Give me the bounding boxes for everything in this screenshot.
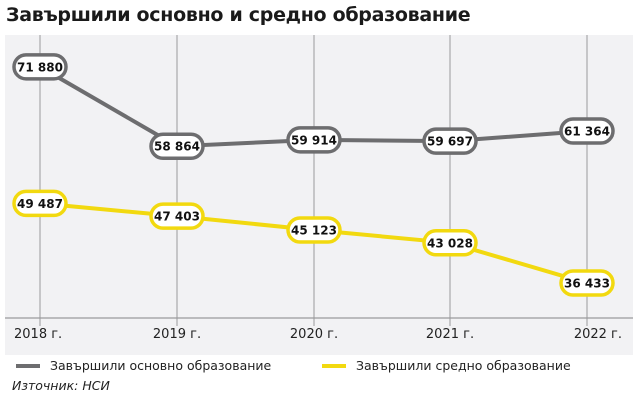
- data-label: 43 028: [427, 236, 473, 250]
- data-label: 59 697: [427, 135, 473, 149]
- data-label: 49 487: [17, 197, 63, 211]
- x-tick-label: 2018 г.: [14, 327, 62, 342]
- legend-item-secondary: Завършили средно образование: [322, 358, 571, 373]
- legend-label-secondary: Завършили средно образование: [356, 358, 571, 373]
- data-point-marker: [422, 229, 478, 257]
- data-point-marker: [286, 216, 342, 244]
- data-label: 61 364: [564, 124, 610, 138]
- data-point-marker: [12, 189, 68, 218]
- data-point-marker: [286, 126, 342, 154]
- x-tick-label: 2020 г.: [290, 327, 338, 342]
- data-point-marker: [149, 132, 205, 160]
- plot-background: [5, 35, 633, 355]
- legend-swatch-secondary: [322, 363, 346, 368]
- legend-label-basic: Завършили основно образование: [50, 358, 272, 373]
- data-label: 47 403: [154, 210, 200, 224]
- data-label: 71 880: [17, 60, 63, 74]
- x-tick-label: 2022 г.: [574, 327, 622, 342]
- data-label: 58 864: [154, 140, 200, 154]
- data-point-marker: [559, 117, 615, 145]
- data-point-marker: [12, 53, 68, 81]
- data-point-marker: [422, 127, 478, 155]
- data-point-marker: [149, 202, 205, 230]
- data-point-marker: [559, 269, 615, 297]
- x-tick-label: 2019 г.: [153, 327, 201, 342]
- chart-title: Завършили основно и средно образование: [6, 4, 471, 26]
- legend-swatch-basic: [16, 363, 40, 368]
- data-label: 45 123: [291, 224, 337, 238]
- data-label: 59 914: [291, 133, 337, 147]
- legend-item-basic: Завършили основно образование: [16, 358, 271, 373]
- source-note: Източник: НСИ: [12, 378, 110, 393]
- x-tick-label: 2021 г.: [426, 327, 474, 342]
- data-label: 36 433: [564, 277, 610, 291]
